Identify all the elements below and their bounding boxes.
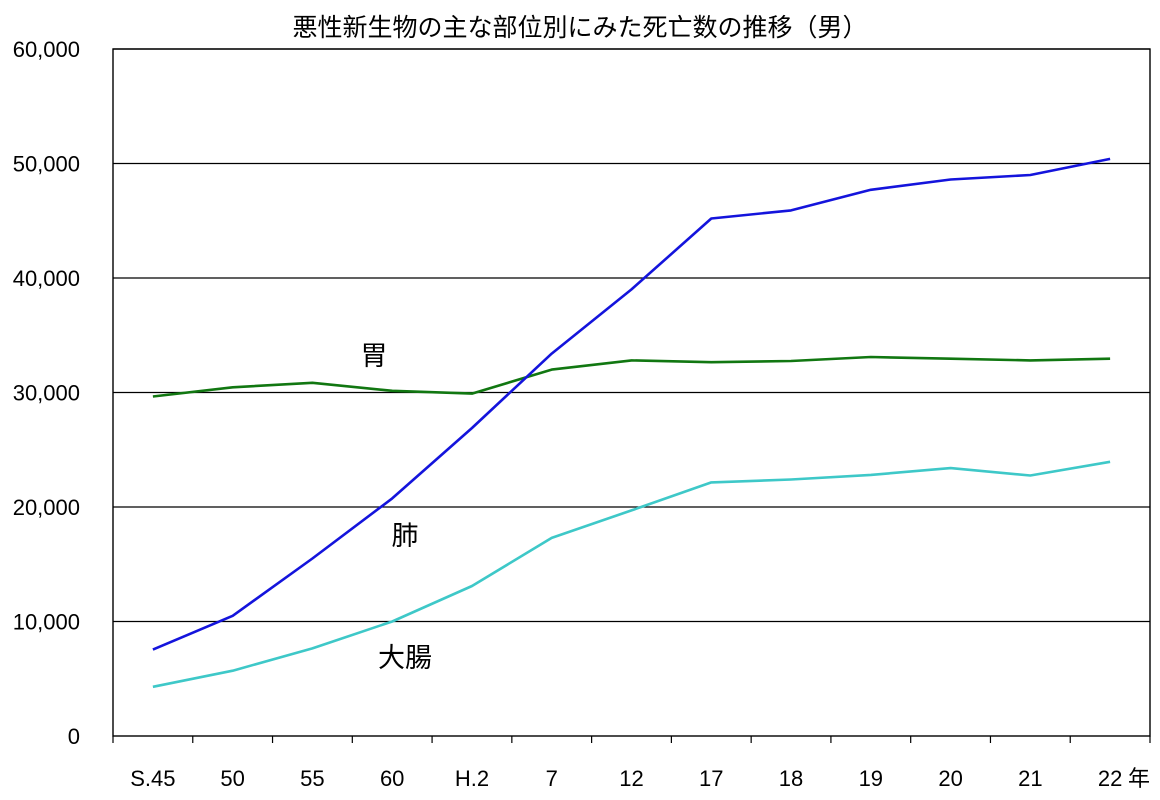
grid-lines	[113, 48, 1150, 623]
series-label: 肺	[392, 521, 419, 552]
x-tick-label: S.45	[130, 766, 175, 791]
y-tick-label: 0	[68, 724, 80, 749]
plot-frame	[112, 48, 1151, 737]
x-tick-label: H.2	[455, 766, 489, 791]
y-tick-label: 30,000	[13, 381, 80, 406]
x-tick-label: 12	[619, 766, 643, 791]
y-tick-labels: 0 10,000 20,000 30,000 40,000 50,000 60,000	[13, 37, 80, 749]
y-tick-label: 40,000	[13, 266, 80, 291]
x-tick-label: 22	[1098, 766, 1122, 791]
series-lines	[152, 157, 1111, 689]
y-tick-label: 60,000	[13, 37, 80, 62]
x-tick-label: 18	[779, 766, 803, 791]
series-label: 大腸	[378, 643, 432, 674]
x-unit-label: 年	[1128, 766, 1150, 791]
x-tick-label: 19	[859, 766, 883, 791]
y-tick-label: 20,000	[13, 495, 80, 520]
x-tick-label: 60	[380, 766, 404, 791]
x-tick-label: 17	[699, 766, 723, 791]
x-tick-label: 55	[300, 766, 324, 791]
axes	[112, 48, 1151, 743]
y-tick-label: 10,000	[13, 610, 80, 635]
series-line	[152, 355, 1111, 398]
x-tick-labels: S.45 50 55 60 H.2 7 12 17 18 19 20 21 22	[130, 766, 1122, 791]
x-tick-label: 20	[938, 766, 962, 791]
chart-title: 悪性新生物の主な部位別にみた死亡数の推移（男）	[292, 13, 867, 42]
series-line	[152, 460, 1111, 689]
x-tick-label: 21	[1018, 766, 1042, 791]
series-line	[152, 157, 1111, 651]
x-tick-label: 7	[546, 766, 558, 791]
x-tick-label: 50	[220, 766, 244, 791]
series-label: 胃	[361, 341, 388, 372]
y-tick-label: 50,000	[13, 152, 80, 177]
